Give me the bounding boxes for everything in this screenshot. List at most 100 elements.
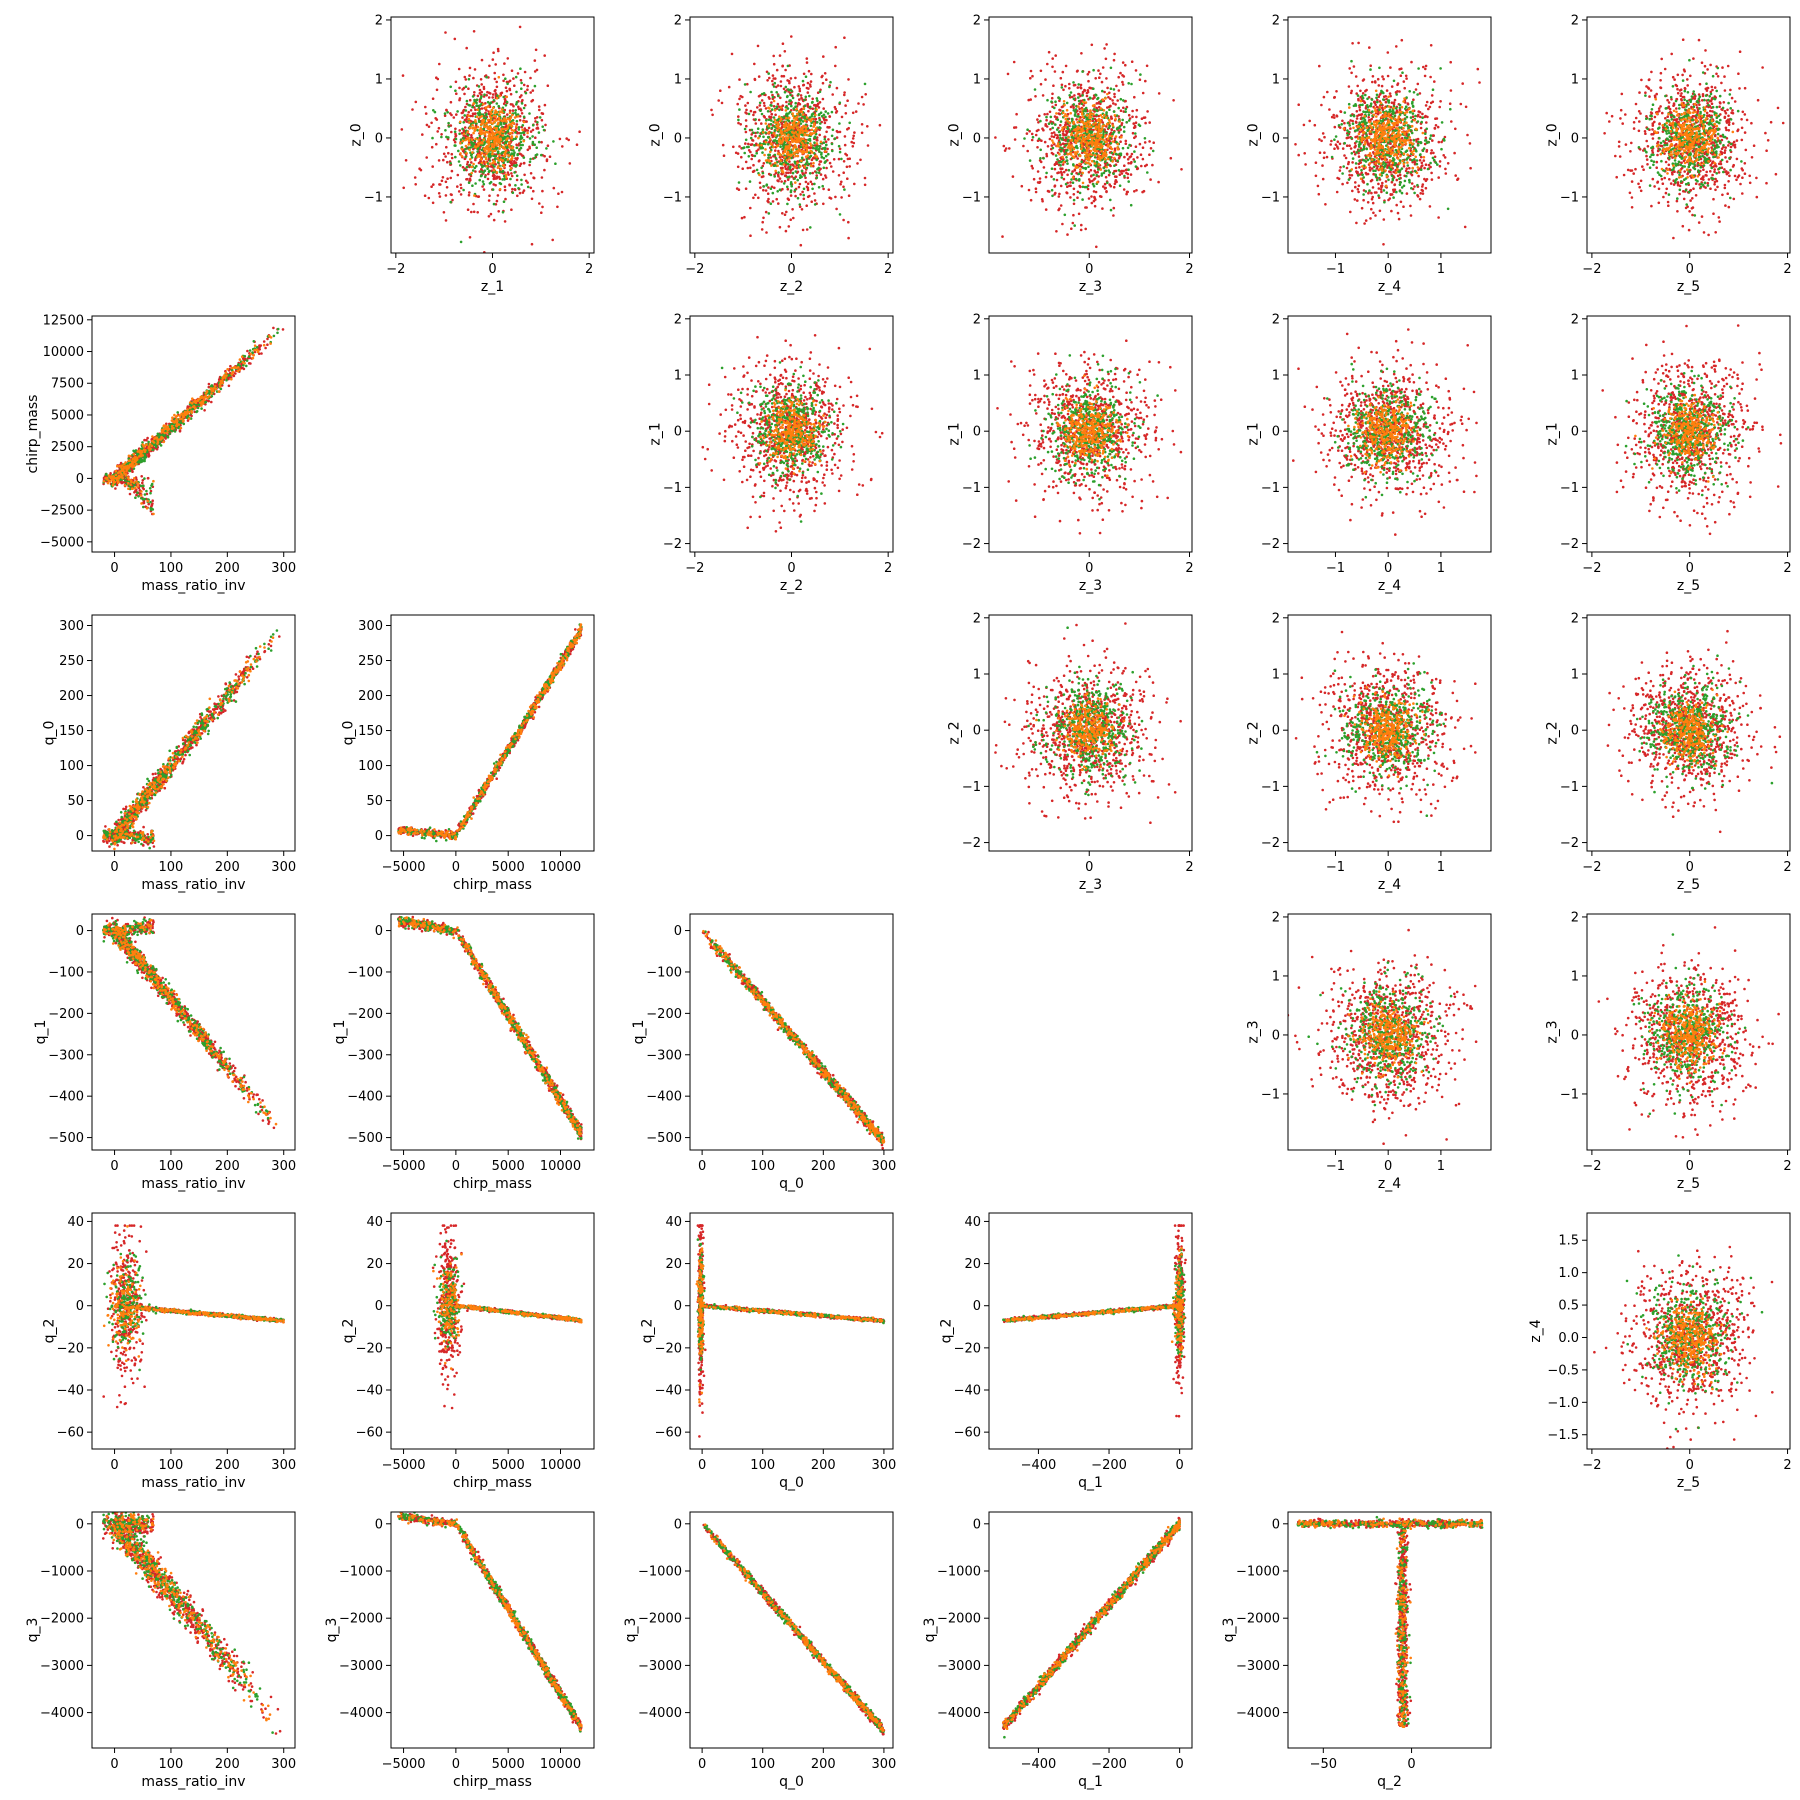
point-green bbox=[838, 122, 841, 125]
point-red bbox=[1392, 101, 1396, 104]
point-red bbox=[1050, 96, 1054, 100]
point-red bbox=[1059, 156, 1062, 160]
point-red bbox=[831, 93, 834, 96]
point-green bbox=[802, 193, 805, 197]
point-red bbox=[1068, 96, 1072, 99]
point-red bbox=[1123, 155, 1126, 159]
point-red bbox=[1421, 183, 1425, 186]
point-red bbox=[737, 121, 740, 125]
point-orange bbox=[779, 117, 783, 120]
point-orange bbox=[1111, 160, 1114, 163]
point-red bbox=[495, 80, 499, 84]
point-orange bbox=[504, 143, 508, 147]
point-red bbox=[480, 83, 484, 86]
point-green bbox=[517, 128, 521, 131]
point-orange bbox=[474, 119, 477, 122]
point-orange bbox=[1085, 130, 1089, 134]
point-orange bbox=[499, 129, 503, 133]
point-green bbox=[513, 171, 516, 174]
point-orange bbox=[779, 129, 783, 132]
point-green bbox=[752, 131, 755, 135]
point-green bbox=[1066, 162, 1069, 165]
point-green bbox=[779, 145, 782, 148]
point-green bbox=[813, 182, 816, 186]
point-red bbox=[478, 136, 482, 140]
point-green bbox=[477, 119, 481, 123]
point-red bbox=[478, 88, 482, 92]
point-orange bbox=[498, 187, 502, 191]
point-green bbox=[1056, 158, 1059, 161]
point-green bbox=[1060, 86, 1064, 89]
point-orange bbox=[806, 133, 809, 137]
point-red bbox=[1104, 57, 1108, 61]
point-orange bbox=[787, 125, 790, 129]
point-red bbox=[808, 194, 811, 198]
point-green bbox=[809, 154, 813, 158]
point-green bbox=[1100, 174, 1103, 177]
point-red bbox=[1038, 114, 1041, 118]
point-red bbox=[770, 113, 773, 116]
point-red bbox=[450, 169, 454, 173]
point-red bbox=[1059, 76, 1063, 80]
point-green bbox=[1107, 169, 1110, 172]
point-red bbox=[476, 211, 480, 214]
point-red bbox=[745, 124, 748, 128]
point-green bbox=[511, 191, 515, 194]
point-red bbox=[806, 102, 809, 106]
point-red bbox=[753, 78, 757, 82]
point-green bbox=[1056, 118, 1060, 121]
point-red bbox=[851, 137, 855, 140]
point-green bbox=[1102, 130, 1105, 134]
point-red bbox=[541, 189, 544, 193]
point-green bbox=[1074, 124, 1077, 127]
point-red bbox=[401, 74, 405, 77]
point-orange bbox=[1084, 161, 1088, 164]
point-red bbox=[847, 126, 850, 130]
point-red bbox=[1349, 91, 1353, 95]
point-orange bbox=[509, 167, 513, 170]
point-red bbox=[1057, 139, 1061, 142]
point-red bbox=[824, 174, 827, 177]
point-green bbox=[1039, 157, 1042, 160]
point-green bbox=[1072, 81, 1075, 84]
point-red bbox=[838, 147, 842, 151]
point-orange bbox=[784, 136, 788, 139]
point-red bbox=[827, 138, 830, 141]
point-orange bbox=[791, 130, 794, 134]
point-red bbox=[834, 64, 837, 68]
point-red bbox=[806, 182, 810, 185]
point-red bbox=[819, 173, 823, 176]
point-green bbox=[465, 165, 469, 169]
point-green bbox=[766, 110, 770, 113]
point-green bbox=[1099, 100, 1103, 103]
point-red bbox=[538, 202, 541, 205]
point-orange bbox=[508, 123, 511, 126]
point-red bbox=[1014, 126, 1018, 129]
point-red bbox=[1092, 190, 1096, 193]
point-red bbox=[759, 186, 762, 189]
point-orange bbox=[1082, 100, 1085, 104]
point-green bbox=[476, 104, 479, 108]
point-red bbox=[430, 185, 433, 188]
point-red bbox=[1364, 107, 1368, 110]
point-red bbox=[840, 180, 843, 184]
point-red bbox=[782, 87, 786, 91]
point-red bbox=[500, 91, 504, 95]
point-red bbox=[1355, 92, 1358, 95]
point-red bbox=[494, 63, 498, 66]
point-orange bbox=[781, 171, 785, 174]
point-orange bbox=[785, 116, 788, 120]
point-red bbox=[860, 95, 864, 99]
point-green bbox=[519, 132, 523, 135]
point-orange bbox=[792, 117, 796, 120]
point-red bbox=[843, 135, 847, 138]
point-orange bbox=[1092, 112, 1095, 116]
point-red bbox=[540, 140, 543, 144]
point-red bbox=[815, 174, 818, 177]
point-red bbox=[810, 72, 813, 76]
point-red bbox=[769, 156, 773, 159]
point-green bbox=[787, 102, 791, 106]
point-red bbox=[450, 156, 454, 160]
point-red bbox=[738, 97, 741, 101]
